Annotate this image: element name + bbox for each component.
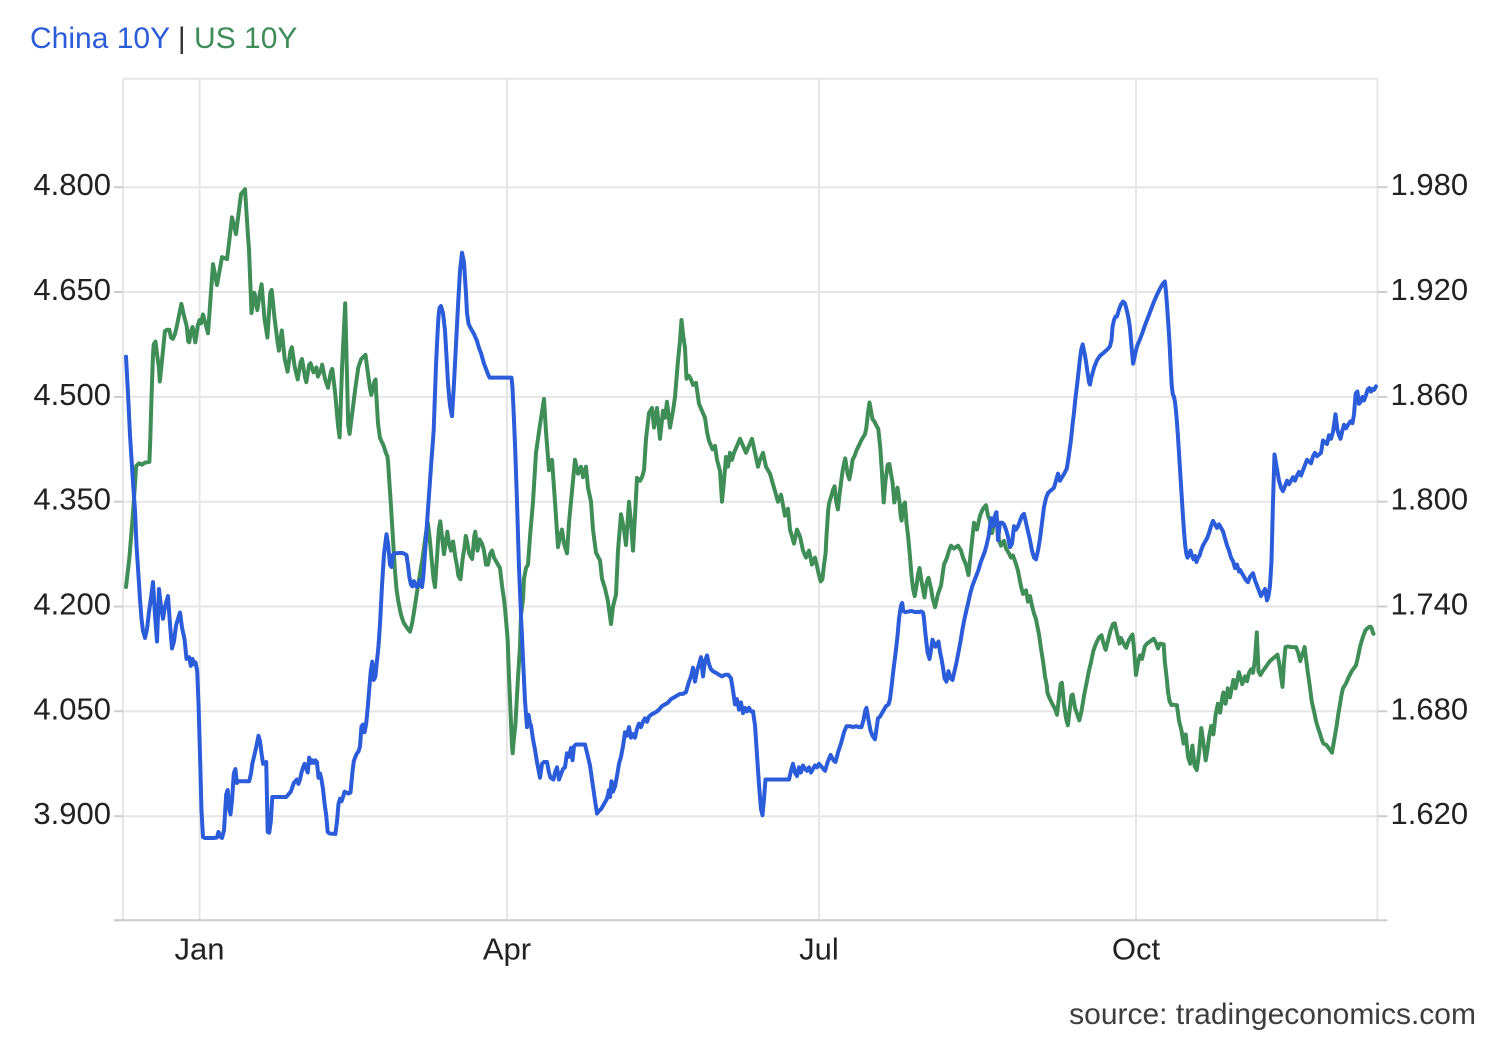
svg-text:1.860: 1.860 — [1391, 377, 1469, 412]
svg-text:1.920: 1.920 — [1391, 272, 1469, 307]
svg-text:Oct: Oct — [1112, 932, 1161, 967]
svg-text:4.050: 4.050 — [33, 691, 111, 726]
svg-text:4.800: 4.800 — [33, 167, 111, 202]
svg-text:Jul: Jul — [799, 932, 839, 967]
svg-text:4.200: 4.200 — [33, 587, 111, 622]
svg-text:1.980: 1.980 — [1391, 167, 1469, 202]
svg-text:4.650: 4.650 — [33, 272, 111, 307]
svg-text:4.500: 4.500 — [33, 377, 111, 412]
svg-text:Jan: Jan — [175, 932, 225, 967]
svg-text:Apr: Apr — [483, 932, 531, 967]
svg-text:1.620: 1.620 — [1391, 796, 1469, 831]
svg-text:1.680: 1.680 — [1391, 691, 1469, 726]
svg-text:4.350: 4.350 — [33, 482, 111, 517]
svg-text:1.800: 1.800 — [1391, 482, 1469, 517]
svg-text:3.900: 3.900 — [33, 796, 111, 831]
svg-text:1.740: 1.740 — [1391, 587, 1469, 622]
